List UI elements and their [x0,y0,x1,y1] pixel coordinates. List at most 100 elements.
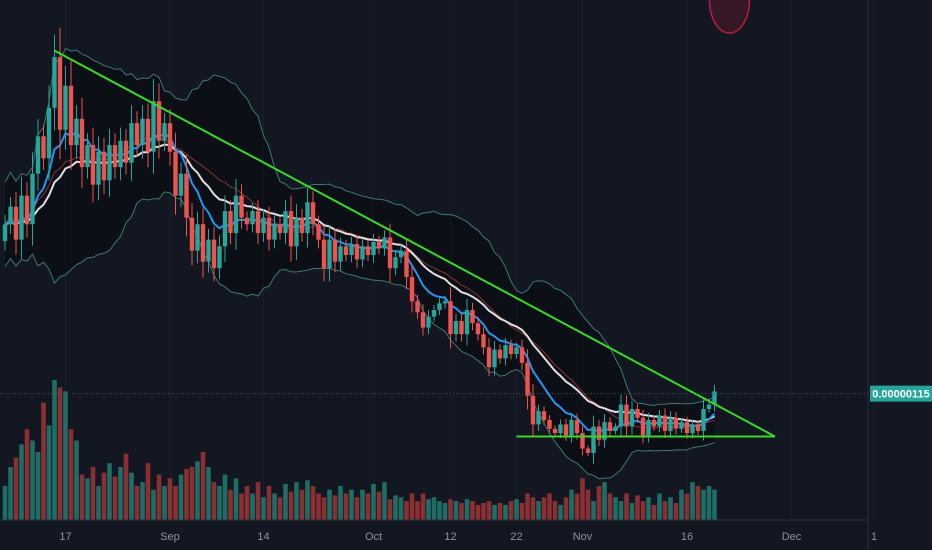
volume-bar [366,494,371,520]
candle-body [8,207,12,225]
volume-bar [47,425,52,520]
candle-body [91,145,95,185]
volume-bar [267,486,272,520]
candle-body [316,224,320,239]
volume-bar [19,444,24,520]
volume-bar [437,501,442,520]
candle-body [377,242,381,249]
candle-body [129,123,133,163]
volume-bar [102,473,107,520]
volume-bar [107,463,112,520]
volume-bar [613,497,618,520]
volume-bar [261,497,266,520]
volume-bar [685,494,690,520]
volume-bar [74,441,79,520]
volume-bar [663,501,668,520]
candle-body [179,174,183,196]
candle-body [465,310,469,334]
volume-bar [520,503,525,520]
candle-body [190,218,194,251]
candle-body [102,152,106,181]
date-tick-label: 16 [681,531,693,543]
volume-bar [360,490,365,520]
candle-body [69,86,73,145]
volume-bar [575,494,580,520]
candle-body [349,244,353,255]
volume-bar [459,503,464,520]
candle-body [509,345,513,354]
candle-body [558,424,562,433]
candle-body [454,321,458,334]
candle-body [498,350,502,359]
candle-body [487,347,491,367]
candle-body [184,174,188,218]
candle-body [542,411,546,420]
volume-bar [657,494,662,520]
volume-bar [630,503,635,520]
candle-body [289,211,293,246]
candle-body [613,427,617,431]
volume-bar [355,497,360,520]
volume-bar [289,492,294,520]
volume-bar [558,505,563,520]
candle-body [432,310,436,317]
volume-bar [404,501,409,520]
candle-body [360,246,364,259]
candle-body [300,218,304,233]
volume-bar [707,486,712,520]
date-tick-label: 17 [59,531,71,543]
volume-bar [140,482,145,520]
volume-bar [36,452,41,520]
volume-bar [30,441,35,520]
candle-body [393,257,397,268]
candle-body [404,251,408,277]
candle-body [118,141,122,167]
candle-body [19,196,23,240]
candle-body [52,57,56,108]
candle-body [25,196,29,225]
volume-bar [14,458,19,520]
candle-body [646,420,650,435]
candle-body [382,237,386,248]
candle-body [448,301,452,334]
volume-bar [602,482,607,520]
volume-bar [234,478,239,520]
volume-bar [619,501,624,520]
candle-body [520,347,524,362]
volume-bar [415,501,420,520]
candle-body [344,246,348,255]
volume-bar [278,497,283,520]
candle-body [278,224,282,233]
volume-bar [349,490,354,520]
candle-body [707,405,711,409]
candle-body [36,136,40,173]
candle-body [503,345,507,358]
volume-bar [311,486,316,520]
volume-bar [410,494,415,520]
volume-bar [316,494,321,520]
candle-body [514,347,518,354]
candle-body [355,244,359,259]
date-tick-label: Sep [160,531,180,543]
volume-bar [3,486,8,520]
volume-bar [399,497,404,520]
volume-bar [470,501,475,520]
volume-bar [91,467,96,520]
candle-body [674,418,678,429]
candle-body [597,427,601,440]
volume-bar [223,475,228,520]
volume-bar [646,497,651,520]
volume-bar [173,486,178,520]
date-tick-label: Dec [782,531,802,543]
candle-body [399,251,403,258]
candle-body [652,420,656,427]
price-scale-background[interactable] [868,0,932,550]
candle-body [212,240,216,269]
volume-bar [118,467,123,520]
volume-bar [377,492,382,520]
volume-bar [388,499,393,520]
candle-body [245,218,249,225]
volume-bar [217,486,222,520]
candle-body [437,303,441,310]
